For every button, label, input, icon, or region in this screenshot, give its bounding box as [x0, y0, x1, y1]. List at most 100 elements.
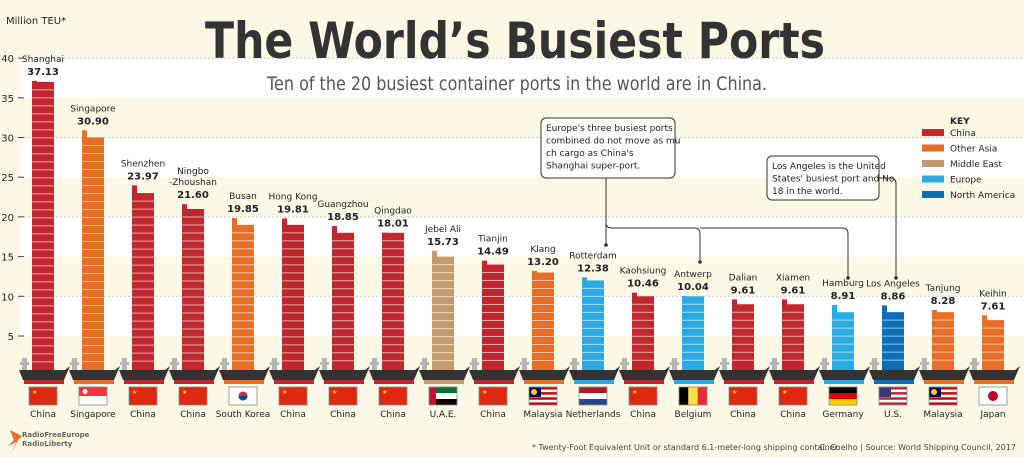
flag-china-icon: ★ — [478, 386, 508, 406]
band — [20, 216, 1024, 257]
country-label: China — [480, 410, 506, 420]
crane-arm — [770, 362, 779, 365]
y-tick-label: 30 — [1, 134, 14, 145]
ship-stripe — [724, 380, 764, 384]
legend: KEY China Other Asia Middle East Europe North… — [922, 117, 1015, 201]
svg-text:★: ★ — [382, 389, 387, 396]
flag-china-icon: ★ — [628, 386, 658, 406]
ship-stripe — [274, 380, 314, 384]
port-bar-group: 15.73 Jebel Ali U.A.E. — [419, 225, 470, 420]
svg-text:★: ★ — [482, 389, 487, 396]
flag-u-s--icon — [878, 386, 908, 406]
svg-text:★: ★ — [182, 389, 187, 396]
svg-text:★: ★ — [332, 389, 337, 396]
ship-hull-icon — [69, 366, 120, 380]
annotation-text: ch cargo as China's — [546, 149, 634, 159]
ship-stripe — [674, 380, 714, 384]
port-name: Los Angeles — [866, 279, 920, 289]
bar-fraction — [882, 305, 887, 314]
crane-arm — [920, 362, 929, 365]
logo-text: RadioLiberty — [22, 440, 73, 448]
value-label: 14.49 — [477, 247, 509, 258]
country-label: Netherlands — [566, 410, 621, 420]
ship-stripe — [574, 380, 614, 384]
y-tick-label: 20 — [1, 213, 14, 224]
subtitle: Ten of the 20 busiest container ports in… — [266, 73, 767, 95]
port-name: -Zhoushan — [169, 178, 217, 188]
value-label: 30.90 — [77, 116, 109, 127]
flag-south-korea-icon — [228, 386, 258, 406]
country-label: China — [380, 410, 406, 420]
country-label: South Korea — [216, 410, 271, 420]
ship-stripe — [24, 380, 64, 384]
port-name: Qingdao — [374, 207, 412, 217]
port-name: Keihin — [979, 289, 1006, 299]
bar — [532, 272, 554, 370]
y-tick-label: 5 — [8, 332, 14, 343]
crane-arm — [370, 362, 379, 365]
country-label: China — [130, 410, 156, 420]
crane-arm — [820, 362, 829, 365]
bar — [932, 312, 954, 370]
port-bar-group: 10.46 Kaohsiung ★ China — [619, 267, 670, 420]
annotation-text: Europe's three busiest ports — [546, 124, 673, 134]
flag-china-icon: ★ — [128, 386, 158, 406]
value-label: 8.91 — [831, 291, 856, 302]
flag-germany-icon — [828, 386, 858, 406]
ship-stripe — [624, 380, 664, 384]
svg-text:★: ★ — [132, 389, 137, 396]
port-name: Jebel Ali — [424, 225, 461, 235]
flag-china-icon: ★ — [778, 386, 808, 406]
bar-fraction — [732, 299, 737, 306]
port-bar-group: 37.13 Shanghai ★ China — [19, 55, 70, 420]
ship-stripe — [774, 380, 814, 384]
port-bar-group: 9.61 Dalian ★ China — [719, 273, 770, 420]
crane-arm — [120, 362, 129, 365]
port-bar-group: 8.28 Tanjung Malaysia — [919, 284, 970, 420]
value-label: 37.13 — [27, 67, 59, 78]
port-name: Shanghai — [22, 55, 64, 65]
ship-hull-icon — [769, 366, 820, 380]
port-name: Klang — [530, 245, 555, 255]
value-label: 15.73 — [427, 237, 459, 248]
ship-stripe — [174, 380, 214, 384]
crane-arm — [420, 362, 429, 365]
logo-flame-icon — [8, 430, 22, 452]
ship-hull-icon — [369, 366, 420, 380]
annotation-europe: Europe's three busiest ports combined do … — [540, 117, 680, 179]
flag-netherlands-icon — [578, 386, 608, 406]
port-bar-group: 14.49 Tianjin ★ China — [469, 235, 520, 420]
value-label: 10.04 — [677, 282, 709, 293]
crane-arm — [170, 362, 179, 365]
crane-arm — [720, 362, 729, 365]
ship-hull-icon — [269, 366, 320, 380]
value-label: 10.46 — [627, 279, 659, 290]
crane-arm — [20, 362, 29, 365]
legend-swatch — [922, 144, 944, 152]
bar-fraction — [82, 130, 87, 139]
bar-fraction — [532, 270, 537, 274]
ship-hull-icon — [969, 366, 1020, 380]
country-label: China — [630, 410, 656, 420]
country-label: Malaysia — [523, 410, 562, 420]
flag-malaysia-icon — [928, 386, 958, 406]
bar — [232, 224, 254, 370]
country-label: China — [180, 410, 206, 420]
legend-swatch — [922, 129, 944, 136]
ship-hull-icon — [719, 366, 770, 380]
bar-fraction — [932, 309, 937, 314]
y-tick-label: 25 — [1, 173, 14, 184]
legend-label: Other Asia — [950, 145, 997, 155]
flag-china-icon: ★ — [328, 386, 358, 406]
ship-hull-icon — [319, 366, 370, 380]
svg-text:★: ★ — [632, 389, 637, 396]
value-label: 18.01 — [377, 219, 409, 230]
annotation-text: Los Angeles is the United — [772, 162, 886, 172]
bar-fraction — [332, 226, 337, 234]
port-name: Dalian — [729, 273, 758, 283]
ship-hull-icon — [169, 366, 220, 380]
ship-hull-icon — [619, 366, 670, 380]
port-bar-group: 19.81 Hong Kong ★ China — [269, 192, 320, 420]
country-label: Japan — [979, 410, 1005, 420]
port-bar-group: 18.85 Guangzhou ★ China — [317, 200, 370, 420]
